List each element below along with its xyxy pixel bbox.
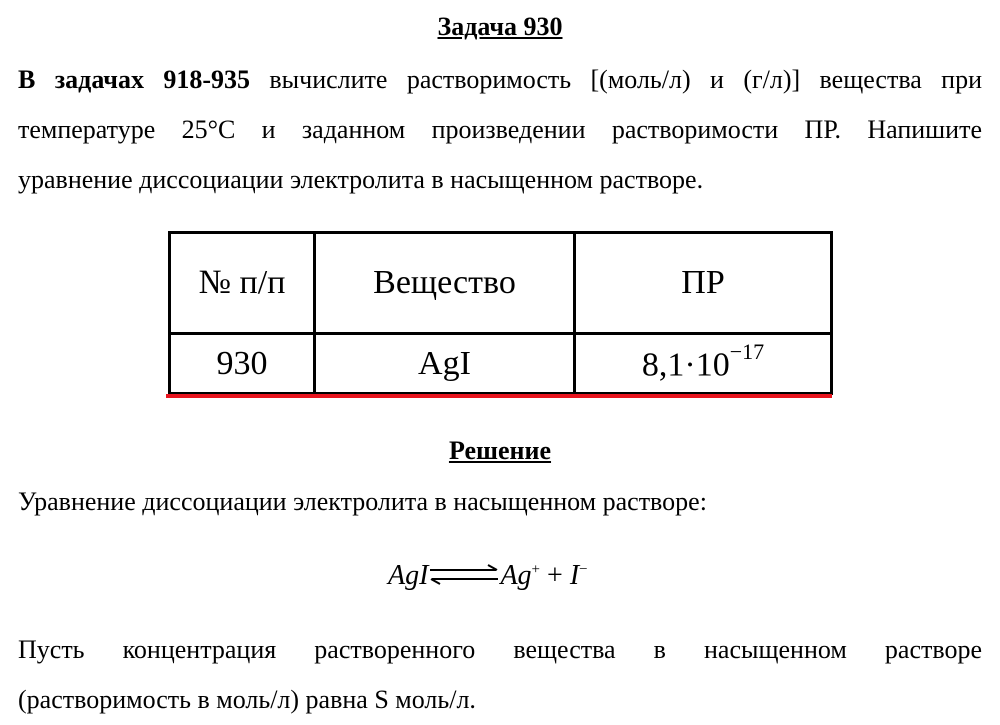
equilibrium-arrows-icon <box>430 564 499 585</box>
cell-number: 930 <box>168 332 316 395</box>
solution-title: Решение <box>448 436 552 465</box>
equation-intro: Уравнение диссоциации электролита в насы… <box>18 487 707 516</box>
solution-text: Пусть концентрация растворенного веществ… <box>18 625 982 725</box>
data-table: № п/п Вещество ПР 930 AgI 8,1·10−17 <box>168 231 833 395</box>
header-number: № п/п <box>168 231 316 335</box>
solution-line-1: Пусть концентрация растворенного веществ… <box>18 635 982 664</box>
statement-line-3: уравнение диссоциации электролита в насы… <box>18 165 704 194</box>
red-underline <box>166 394 832 398</box>
dissociation-equation: AgI Ag+ + I− <box>388 560 588 591</box>
header-substance: Вещество <box>313 231 576 335</box>
statement-line-1: вычислите растворимость [(моль/л) и (г/л… <box>250 65 982 94</box>
cell-substance: AgI <box>313 332 576 395</box>
cell-ksp: 8,1·10−17 <box>573 332 833 395</box>
problem-range: В задачах 918-935 <box>18 65 250 94</box>
header-ksp: ПР <box>573 231 833 335</box>
statement-line-2: температуре 25°С и заданном произведении… <box>18 115 982 144</box>
solution-line-2: (растворимость в моль/л) равна S моль/л. <box>18 685 476 714</box>
problem-title: Задача 930 <box>437 12 563 41</box>
problem-statement: В задачах 918-935 вычислите растворимост… <box>18 55 982 205</box>
